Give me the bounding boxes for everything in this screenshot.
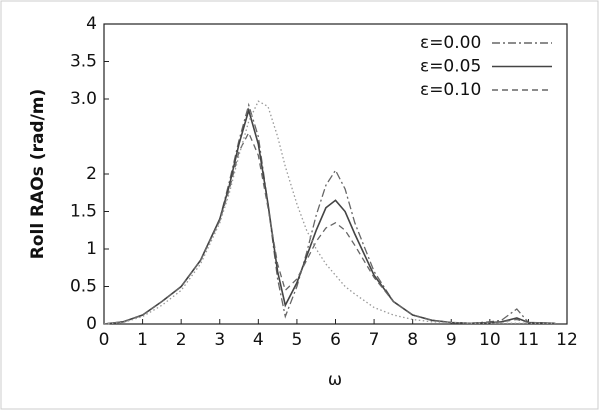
x-tick-label: 4 [253,330,264,350]
y-tick-label: 1 [86,239,97,259]
x-tick-label: 10 [479,330,501,350]
y-tick-label: 3.5 [70,52,97,72]
y-tick-label: 2 [86,164,97,184]
x-tick-label: 5 [292,330,303,350]
x-tick-label: 3 [214,330,225,350]
x-tick-label: 7 [369,330,380,350]
legend-label: ε=0.10 [420,80,481,100]
legend-label: ε=0.05 [420,57,481,77]
series-line [103,100,556,325]
x-tick-label: 0 [99,330,110,350]
legend-label: ε=0.00 [420,33,481,53]
x-tick-label: 8 [407,330,418,350]
y-tick-label: 3.0 [70,89,97,109]
y-axis-label: Roll RAOs (rad/m) [28,89,48,260]
x-tick-label: 11 [518,330,540,350]
x-tick-label: 1 [137,330,148,350]
x-tick-label: 9 [446,330,457,350]
x-tick-label: 12 [556,330,578,350]
x-tick-label: 2 [176,330,187,350]
x-axis-label: ω [328,370,342,390]
y-tick-label: 1.5 [70,202,97,222]
y-tick-label: 0.5 [70,277,97,297]
x-tick-label: 6 [330,330,341,350]
y-tick-label: 0 [86,314,97,334]
y-tick-label: 4 [86,14,97,34]
